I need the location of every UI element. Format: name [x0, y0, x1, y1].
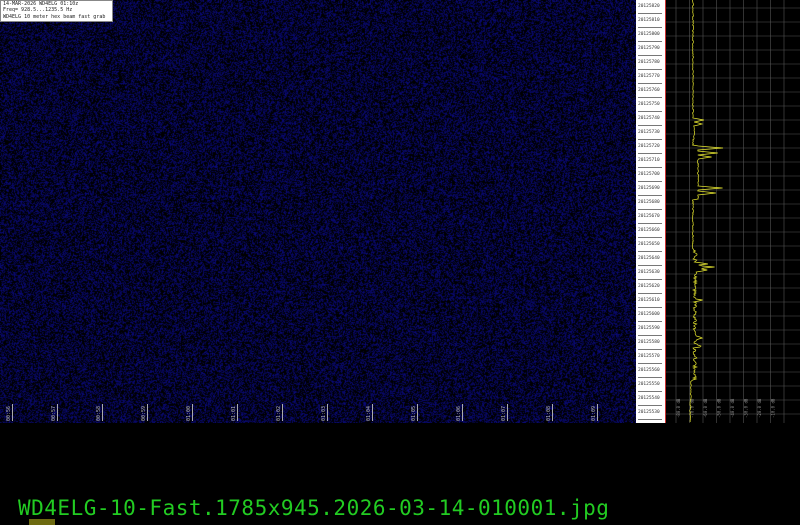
- frequency-tick: [638, 377, 662, 378]
- frequency-tick: [638, 97, 662, 98]
- frequency-tick: [638, 321, 662, 322]
- frequency-label: 20125790: [638, 46, 660, 51]
- frequency-label: 20125540: [638, 396, 660, 401]
- frequency-label: 20125810: [638, 18, 660, 23]
- frequency-tick: [638, 153, 662, 154]
- frequency-label: 20125710: [638, 158, 660, 163]
- frequency-tick: [638, 363, 662, 364]
- frequency-tick: [638, 181, 662, 182]
- frequency-tick: [638, 83, 662, 84]
- frequency-tick: [638, 391, 662, 392]
- info-line-desc: WD4ELG 10 meter hex beam fast grab: [3, 14, 110, 20]
- frequency-tick: [638, 41, 662, 42]
- frequency-label: 20125590: [638, 326, 660, 331]
- frequency-tick: [638, 251, 662, 252]
- frequency-tick: [638, 335, 662, 336]
- frequency-label: 20125720: [638, 144, 660, 149]
- frequency-label: 20125700: [638, 172, 660, 177]
- level-label: -20.0 dB: [757, 398, 762, 418]
- frequency-tick: [638, 237, 662, 238]
- frequency-tick: [638, 209, 662, 210]
- frequency-label: 20125560: [638, 368, 660, 373]
- frequency-label: 20125650: [638, 242, 660, 247]
- filename-caption: WD4ELG-10-Fast.1785x945.2026-03-14-01000…: [18, 496, 609, 520]
- frequency-label: 20125780: [638, 60, 660, 65]
- level-label: -60.0 dB: [703, 398, 708, 418]
- frequency-tick: [638, 55, 662, 56]
- level-label: -40.0 dB: [730, 398, 735, 418]
- frequency-label: 20125740: [638, 116, 660, 121]
- time-label: 01:06: [456, 404, 463, 421]
- time-label: 01:05: [411, 404, 418, 421]
- frequency-label: 20125660: [638, 228, 660, 233]
- level-label: -50.0 dB: [717, 398, 722, 418]
- frequency-tick: [638, 293, 662, 294]
- frequency-tick: [638, 349, 662, 350]
- time-label: 01:07: [501, 404, 508, 421]
- frequency-tick: [638, 405, 662, 406]
- frequency-label: 20125630: [638, 270, 660, 275]
- frequency-tick: [638, 111, 662, 112]
- time-label: 01:02: [276, 404, 283, 421]
- frequency-label: 20125770: [638, 74, 660, 79]
- time-label: 00:59: [141, 404, 148, 421]
- frequency-label: 20125820: [638, 4, 660, 9]
- frequency-tick: [638, 307, 662, 308]
- progress-bar: [29, 519, 55, 525]
- frequency-axis: 20125820 20125810 20125800 20125790 20125780…: [636, 0, 666, 423]
- waterfall-display: [0, 0, 636, 423]
- level-label: -80.0 dB: [676, 398, 681, 418]
- frequency-tick: [638, 139, 662, 140]
- frequency-label: 20125580: [638, 340, 660, 345]
- frequency-tick: [638, 167, 662, 168]
- frequency-tick: [638, 265, 662, 266]
- level-label: -10.0 dB: [771, 398, 776, 418]
- level-label: -30.0 dB: [744, 398, 749, 418]
- frequency-label: 20125620: [638, 284, 660, 289]
- time-label: 00:58: [96, 404, 103, 421]
- frequency-tick: [638, 13, 662, 14]
- frequency-tick: [638, 27, 662, 28]
- frequency-label: 20125730: [638, 130, 660, 135]
- info-box: 14-MAR-2026 WD4ELG 01:10z Freq= 928.5...…: [0, 0, 113, 22]
- frequency-tick: [638, 279, 662, 280]
- frequency-label: 20125550: [638, 382, 660, 387]
- frequency-label: 20125800: [638, 32, 660, 37]
- frequency-tick: [638, 419, 662, 420]
- frequency-label: 20125610: [638, 298, 660, 303]
- frequency-label: 20125760: [638, 88, 660, 93]
- frequency-label: 20125680: [638, 200, 660, 205]
- time-label: 01:08: [546, 404, 553, 421]
- spectrum-trace: [690, 0, 723, 422]
- frequency-label: 20125640: [638, 256, 660, 261]
- time-label: 01:00: [186, 404, 193, 421]
- frequency-tick: [638, 69, 662, 70]
- frequency-label: 20125690: [638, 186, 660, 191]
- frequency-label: 20125670: [638, 214, 660, 219]
- frequency-label: 20125750: [638, 102, 660, 107]
- frequency-label: 20125530: [638, 410, 660, 415]
- frequency-label: 20125600: [638, 312, 660, 317]
- frequency-label: 20125570: [638, 354, 660, 359]
- frequency-tick: [638, 195, 662, 196]
- time-label: 00:56: [6, 404, 13, 421]
- time-label: 00:57: [51, 404, 58, 421]
- spectrogram-grab: 14-MAR-2026 WD4ELG 01:10z Freq= 928.5...…: [0, 0, 800, 423]
- frequency-tick: [638, 223, 662, 224]
- time-label: 01:04: [366, 404, 373, 421]
- time-label: 01:01: [231, 404, 238, 421]
- time-label: 01:09: [591, 404, 598, 421]
- spectrum-plot: -80.0 dB -70.0 dB -60.0 dB -50.0 dB -40.0 dB…: [666, 0, 800, 423]
- frequency-tick: [638, 125, 662, 126]
- time-label: 01:03: [321, 404, 328, 421]
